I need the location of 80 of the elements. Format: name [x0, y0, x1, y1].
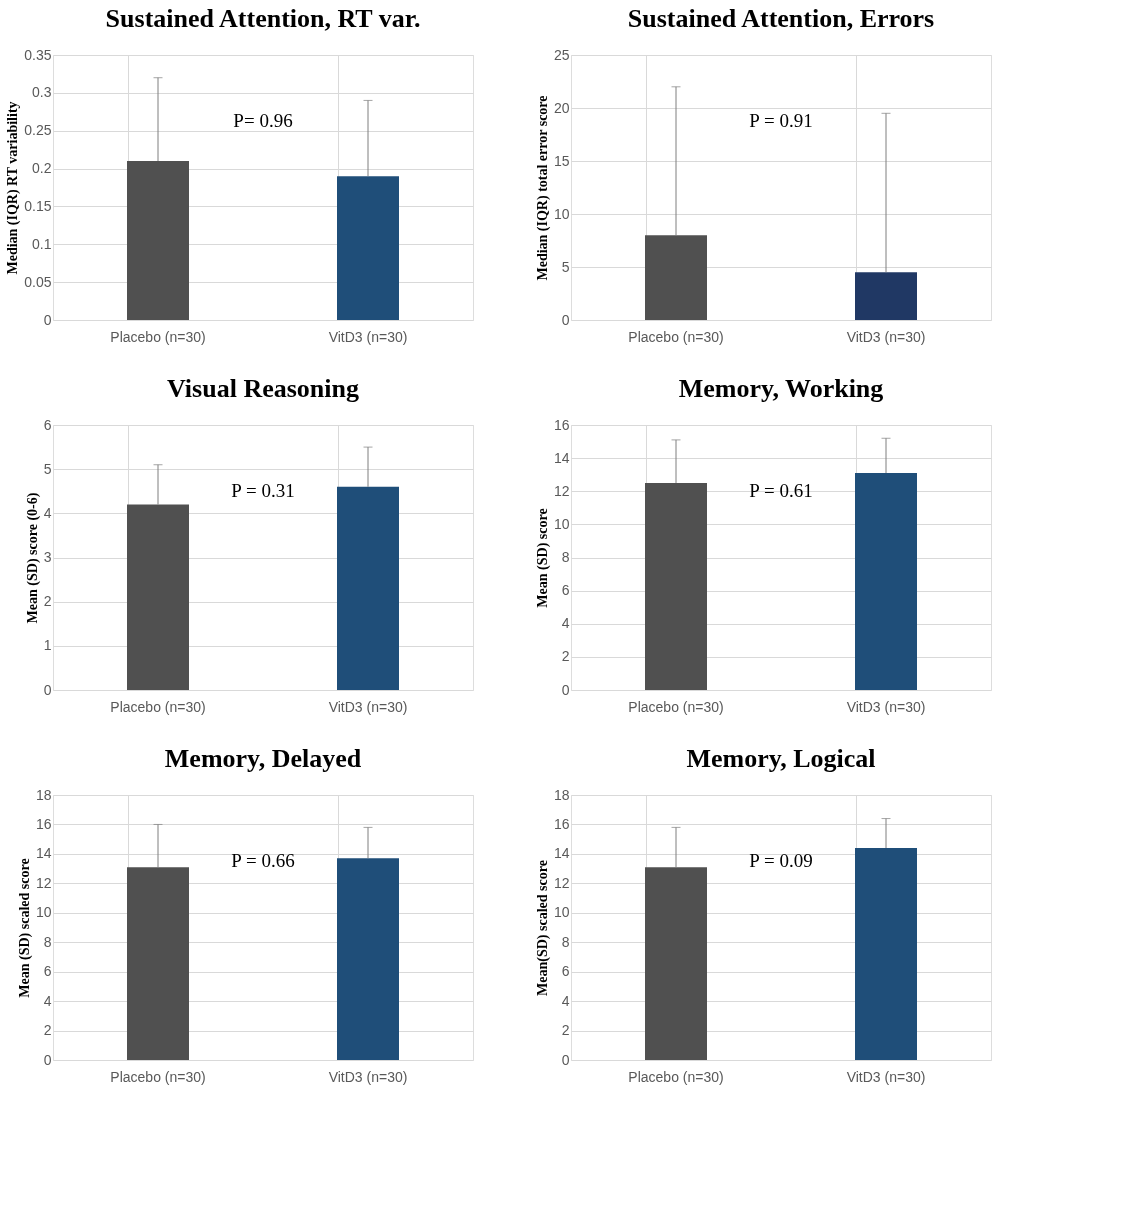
y-axis-title: Mean (SD) score (0-6)	[24, 492, 41, 624]
y-tick-label: 1	[43, 637, 52, 654]
x-tick-label: Placebo (n=30)	[628, 1068, 724, 1085]
y-tick-label: 8	[43, 933, 52, 950]
annotation: P= 0.96	[233, 110, 293, 132]
y-tick-label: 0.1	[32, 235, 52, 252]
y-tick-label: 12	[553, 482, 570, 499]
y-axis-title: Mean (SD) scaled score	[16, 858, 33, 998]
x-tick-label: VitD3 (n=30)	[846, 1068, 926, 1085]
y-tick-label: 4	[43, 504, 52, 521]
y-tick-label: 14	[553, 449, 570, 466]
x-tick-label: VitD3 (n=30)	[846, 698, 926, 715]
x-tick-label: VitD3 (n=30)	[328, 698, 408, 715]
y-tick-label: 10	[35, 904, 52, 921]
y-tick-label: 0	[43, 1051, 52, 1068]
annotation: P = 0.09	[749, 850, 813, 872]
y-tick-label: 6	[43, 416, 52, 433]
y-tick-label: 10	[553, 515, 570, 532]
y-tick-label: 18	[35, 786, 52, 803]
annotation: P = 0.91	[749, 110, 813, 132]
y-tick-label: 4	[561, 992, 570, 1009]
y-tick-label: 0.3	[32, 84, 52, 101]
y-tick-label: 0.05	[24, 273, 52, 290]
y-tick-label: 14	[553, 845, 570, 862]
y-tick-label: 0	[561, 681, 570, 698]
y-axis-title: Mean(SD) scaled score	[534, 860, 551, 996]
annotation: P = 0.66	[231, 850, 295, 872]
y-tick-label: 5	[561, 258, 570, 275]
y-tick-label: 16	[35, 815, 52, 832]
x-tick-label: Placebo (n=30)	[110, 698, 206, 715]
y-tick-label: 8	[561, 933, 570, 950]
y-tick-label: 2	[43, 1022, 52, 1039]
y-tick-label: 2	[561, 648, 570, 665]
y-axis-title: Median (IQR) total error score	[534, 95, 551, 281]
y-tick-label: 0.35	[24, 46, 52, 63]
y-tick-label: 25	[553, 46, 570, 63]
y-tick-label: 8	[561, 549, 570, 565]
y-tick-label: 0	[43, 311, 52, 328]
chart-title: Memory, Delayed	[164, 744, 362, 773]
y-tick-label: 20	[553, 99, 570, 116]
x-tick-label: Placebo (n=30)	[628, 698, 724, 715]
chart-title: Memory, Working	[678, 374, 884, 403]
x-tick-label: Placebo (n=30)	[110, 328, 206, 345]
x-tick-label: VitD3 (n=30)	[328, 1068, 408, 1085]
chart-title: Visual Reasoning	[167, 374, 359, 403]
y-tick-label: 10	[553, 904, 570, 921]
y-tick-label: 14	[35, 845, 52, 862]
y-tick-label: 10	[553, 205, 570, 222]
y-tick-label: 4	[43, 992, 52, 1009]
y-tick-label: 6	[43, 963, 52, 980]
annotation: P = 0.31	[231, 480, 295, 502]
chart-title: Sustained Attention, RT var.	[105, 4, 421, 33]
y-tick-label: 6	[561, 582, 570, 599]
y-tick-label: 0.2	[32, 160, 52, 177]
annotation: P = 0.61	[749, 480, 813, 502]
y-tick-label: 0.15	[24, 197, 52, 214]
y-tick-label: 0	[561, 311, 570, 328]
x-tick-label: VitD3 (n=30)	[846, 328, 926, 345]
y-tick-label: 5	[43, 460, 52, 477]
chart-title: Memory, Logical	[686, 744, 876, 773]
y-tick-label: 2	[561, 1022, 570, 1039]
y-axis-title: Median (IQR) RT variability	[5, 101, 22, 275]
y-tick-label: 0	[43, 681, 52, 698]
y-tick-label: 16	[553, 815, 570, 832]
chart-title: Sustained Attention, Errors	[627, 4, 935, 33]
x-tick-label: Placebo (n=30)	[628, 328, 724, 345]
y-tick-label: 15	[553, 152, 570, 169]
y-tick-label: 4	[561, 615, 570, 632]
x-tick-label: Placebo (n=30)	[110, 1068, 206, 1085]
y-tick-label: 2	[43, 593, 52, 610]
y-tick-label: 12	[35, 874, 52, 891]
y-tick-label: 0.25	[24, 122, 52, 139]
y-tick-label: 6	[561, 963, 570, 980]
y-tick-label: 16	[553, 416, 570, 433]
y-tick-label: 12	[553, 874, 570, 891]
y-axis-title: Mean (SD) score	[534, 508, 551, 608]
y-tick-label: 3	[43, 549, 52, 565]
y-tick-label: 18	[553, 786, 570, 803]
y-tick-label: 0	[561, 1051, 570, 1068]
x-tick-label: VitD3 (n=30)	[328, 328, 408, 345]
